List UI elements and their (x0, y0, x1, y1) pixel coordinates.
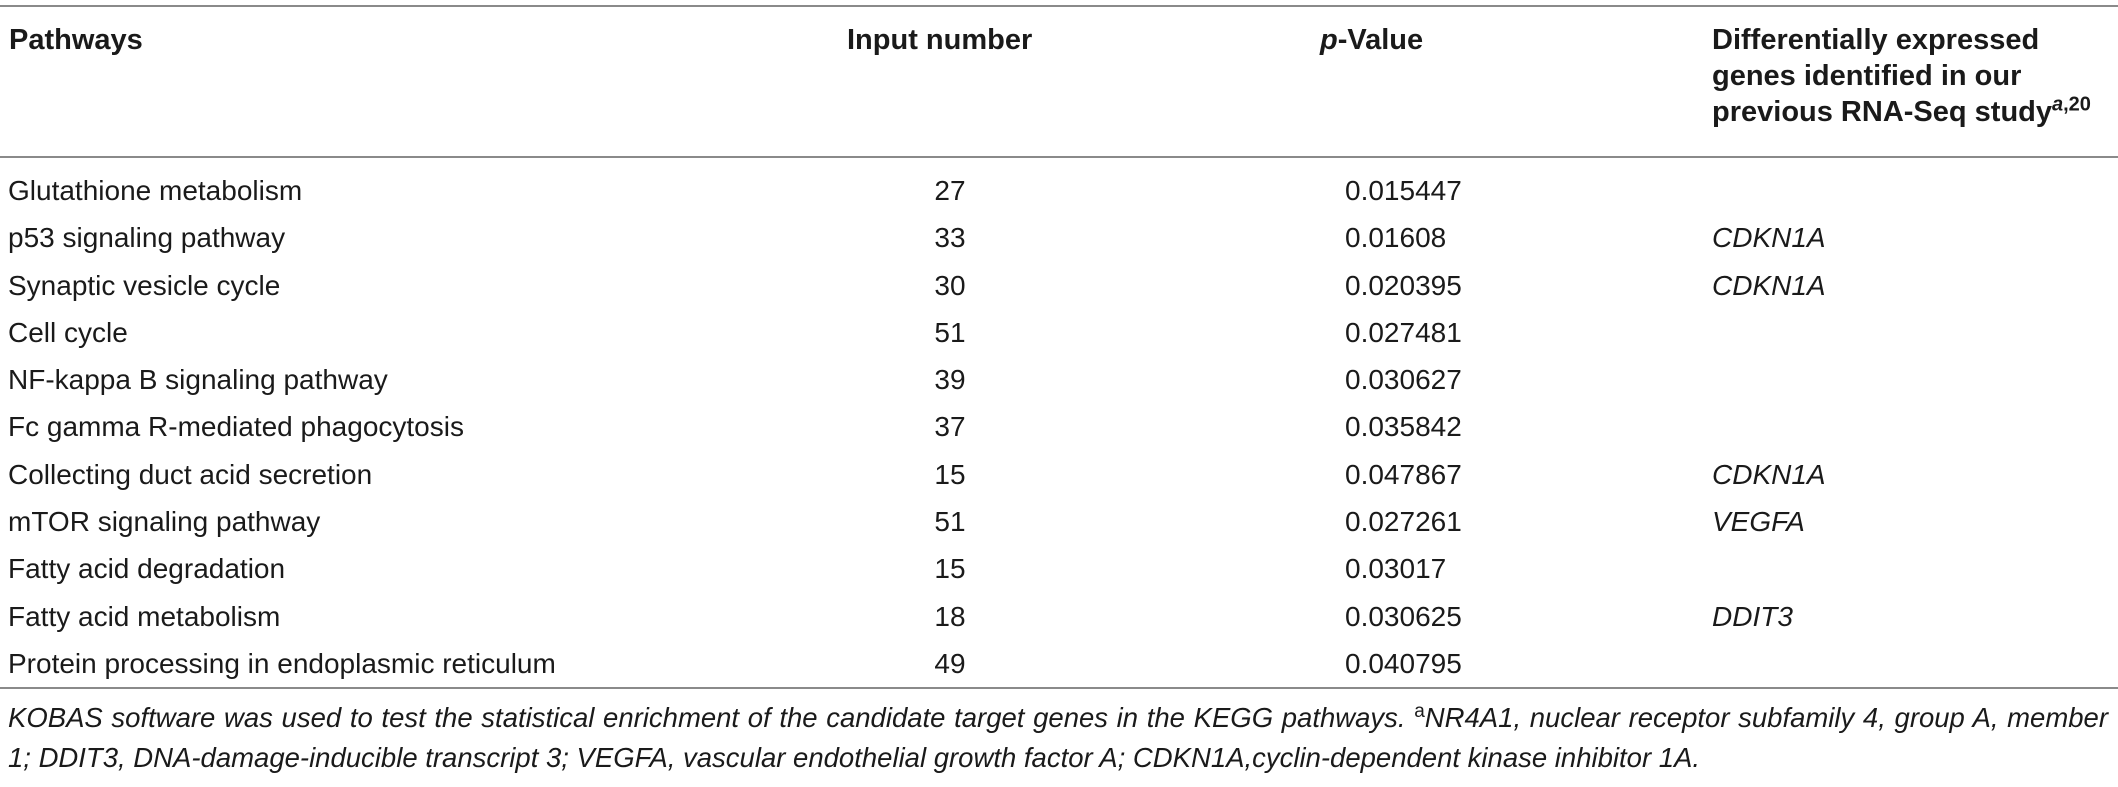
column-header-input-number: Input number (847, 24, 1033, 56)
cell-pathway: Collecting duct acid secretion (8, 458, 373, 490)
cell-input-number: 37 (934, 411, 966, 443)
genes-header-superscript: a,20 (2052, 93, 2091, 115)
table-body: Glutathione metabolism 27 0.015447 p53 sign… (0, 167, 2118, 687)
footnote-text-2: NR4A1, nuclear receptor subfamily 4, gro… (8, 702, 2108, 773)
column-header-genes: Differentially expressed genes identifie… (1712, 22, 2112, 130)
table-row: p53 signaling pathway 33 0.01608 CDKN1A (0, 214, 2118, 261)
cell-input-number: 30 (934, 269, 966, 301)
cell-p-value: 0.027481 (1345, 316, 1462, 348)
table-row: Collecting duct acid secretion 15 0.047867… (0, 451, 2118, 498)
cell-pathway: NF-kappa B signaling pathway (8, 364, 388, 396)
cell-genes: CDKN1A (1712, 458, 1826, 490)
cell-pathway: mTOR signaling pathway (8, 506, 321, 538)
cell-pathway: Fatty acid metabolism (8, 600, 281, 632)
p-value-suffix: -Value (1337, 24, 1424, 56)
cell-genes: CDKN1A (1712, 269, 1826, 301)
p-value-letter: p (1320, 24, 1338, 56)
cell-input-number: 51 (934, 506, 966, 538)
genes-header-text: Differentially expressed genes identifie… (1712, 24, 2052, 128)
cell-input-number: 49 (934, 647, 966, 679)
table-row: Glutathione metabolism 27 0.015447 (0, 167, 2118, 214)
cell-p-value: 0.035842 (1345, 411, 1462, 443)
cell-genes: VEGFA (1712, 506, 1805, 538)
cell-pathway: p53 signaling pathway (8, 222, 286, 254)
cell-p-value: 0.030627 (1345, 364, 1462, 396)
cell-p-value: 0.040795 (1345, 647, 1462, 679)
table-footnote: KOBAS software was used to test the stat… (8, 698, 2108, 778)
table-header: Pathways Input number p-Value Differenti… (0, 22, 2118, 152)
table-row: mTOR signaling pathway 51 0.027261 VEGFA (0, 498, 2118, 545)
table-row: Synaptic vesicle cycle 30 0.020395 CDKN1A (0, 262, 2118, 309)
cell-input-number: 51 (934, 316, 966, 348)
footnote-text-1: KOBAS software was used to test the stat… (8, 702, 1415, 733)
table-bottom-rule (0, 687, 2118, 689)
cell-input-number: 15 (934, 458, 966, 490)
cell-pathway: Glutathione metabolism (8, 175, 303, 206)
genes-header-sup-ref: ,20 (2063, 93, 2091, 116)
table-row: Protein processing in endoplasmic reticu… (0, 640, 2118, 687)
cell-genes: DDIT3 (1712, 600, 1793, 632)
column-header-p-value: p-Value (1320, 22, 1423, 58)
cell-input-number: 27 (934, 175, 966, 206)
table-row: Fatty acid metabolism 18 0.030625 DDIT3 (0, 593, 2118, 640)
table-top-rule (0, 5, 2118, 7)
cell-p-value: 0.047867 (1345, 458, 1462, 490)
cell-pathway: Cell cycle (8, 316, 128, 348)
genes-header-sup-letter: a (2052, 93, 2064, 116)
cell-pathway: Fc gamma R-mediated phagocytosis (8, 411, 464, 443)
footnote-superscript: a (1414, 700, 1425, 722)
cell-p-value: 0.015447 (1345, 175, 1462, 206)
cell-input-number: 15 (934, 553, 966, 585)
cell-input-number: 39 (934, 364, 966, 396)
cell-genes: CDKN1A (1712, 222, 1826, 254)
table-row: Fatty acid degradation 15 0.03017 (0, 545, 2118, 592)
cell-input-number: 33 (934, 222, 966, 254)
cell-p-value: 0.030625 (1345, 600, 1462, 632)
table-row: NF-kappa B signaling pathway 39 0.030627 (0, 356, 2118, 403)
table-row: Fc gamma R-mediated phagocytosis 37 0.0358… (0, 403, 2118, 450)
cell-pathway: Fatty acid degradation (8, 553, 286, 585)
cell-p-value: 0.020395 (1345, 269, 1462, 301)
table-header-rule (0, 156, 2118, 158)
cell-input-number: 18 (934, 600, 966, 632)
cell-p-value: 0.027261 (1345, 506, 1462, 538)
cell-pathway: Protein processing in endoplasmic reticu… (8, 647, 556, 679)
table-row: Cell cycle 51 0.027481 (0, 309, 2118, 356)
cell-p-value: 0.03017 (1345, 553, 1447, 585)
cell-p-value: 0.01608 (1345, 222, 1447, 254)
column-header-pathways: Pathways (9, 24, 143, 56)
cell-pathway: Synaptic vesicle cycle (8, 269, 281, 301)
